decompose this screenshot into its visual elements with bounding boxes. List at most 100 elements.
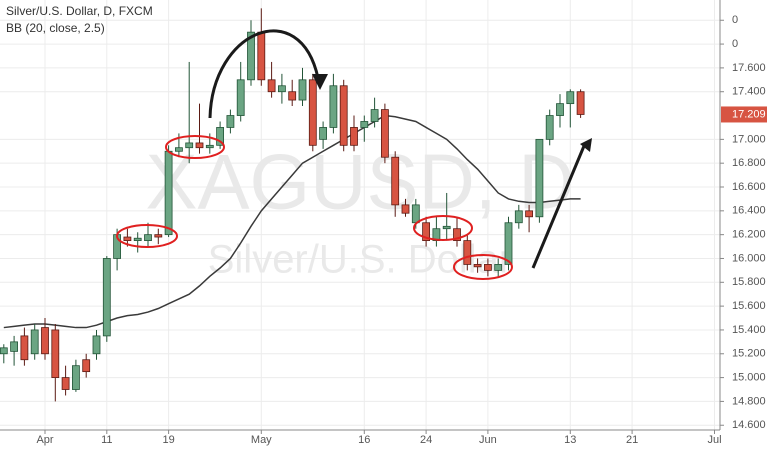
candle-body [556, 103, 564, 116]
candle-body [102, 258, 111, 337]
x-tick-label: May [251, 434, 272, 446]
candle-body [123, 236, 132, 242]
x-tick-label: 19 [162, 434, 174, 446]
trend-arrow [531, 145, 586, 269]
candle-body [72, 365, 80, 390]
y-tick-label: 15.800 [732, 276, 766, 288]
chart-title: Silver/U.S. Dollar, D, FXCM [6, 4, 153, 18]
candle-body [473, 264, 482, 268]
candle-body [174, 147, 183, 152]
candle-body [30, 329, 39, 355]
candle-body [288, 91, 297, 101]
x-tick-label: Apr [36, 434, 53, 446]
candle-body [350, 127, 358, 146]
candle-body [380, 109, 389, 158]
last-price-box [721, 106, 767, 123]
candle-body [51, 329, 60, 378]
highlight-ellipse [116, 224, 178, 248]
candle-body [92, 335, 101, 355]
candle-body [0, 347, 8, 355]
candle-body [164, 150, 173, 236]
x-tick-label: 13 [564, 434, 576, 446]
candle-body [576, 91, 585, 115]
plot [0, 8, 585, 402]
candle-body [20, 335, 29, 361]
candle-body [185, 142, 194, 149]
candle-body [61, 377, 70, 390]
candle-body [391, 156, 400, 206]
candle-body [133, 237, 142, 242]
annotations [116, 135, 513, 280]
y-tick-label: 0 [732, 14, 738, 26]
arc-arrow [208, 29, 320, 119]
candle-body [267, 79, 276, 93]
x-tick-label: Jun [479, 434, 497, 446]
y-tick-label: 16.400 [732, 205, 766, 217]
candle-body [514, 210, 523, 224]
candle-body [483, 264, 492, 271]
candle-body [257, 31, 266, 81]
axes: 14.600 14.800 15.000 15.200 15.400 15.600 15.8… [36, 14, 767, 446]
y-tick-label: 0 [732, 38, 738, 50]
y-tick-label: 17.600 [732, 62, 766, 74]
y-tick-label: 15.400 [732, 324, 766, 336]
arrows [208, 29, 586, 269]
candle-body [504, 222, 513, 265]
candle-body [525, 210, 533, 218]
indicator-line [3, 114, 581, 329]
arrow-head [312, 74, 328, 90]
x-tick-label: 21 [626, 434, 638, 446]
candle-body [154, 234, 163, 238]
candle-body [41, 327, 49, 355]
candle-body [422, 222, 431, 242]
candle-body [205, 144, 214, 149]
candle-body [453, 228, 461, 242]
candle-body [226, 115, 235, 128]
y-tick-label: 15.200 [732, 348, 766, 360]
candle-body [247, 31, 255, 81]
candle-body [144, 234, 152, 242]
y-tick-label: 17.400 [732, 86, 766, 98]
highlight-ellipse [453, 254, 513, 280]
y-tick-label: 15.000 [732, 371, 766, 383]
candle-body [401, 204, 410, 214]
candle-body [494, 264, 503, 271]
candle-body [370, 109, 379, 122]
candle-body [10, 341, 19, 352]
highlight-ellipse [165, 135, 225, 159]
y-tick-label: 17.000 [732, 133, 766, 145]
y-tick-label: 15.600 [732, 300, 766, 312]
highlight-ellipse [413, 215, 473, 241]
candle-body [360, 121, 369, 128]
candle-body [277, 85, 286, 93]
candle-body [535, 138, 544, 218]
candle-body [216, 127, 225, 146]
candle-body [442, 225, 451, 230]
candle-body [329, 85, 338, 128]
y-tick-label: 16.800 [732, 157, 766, 169]
y-tick-label: 14.600 [732, 419, 766, 431]
candle-body [566, 91, 575, 105]
candle-body [195, 142, 204, 149]
y-tick-label: 16.000 [732, 252, 766, 264]
y-tick-label: 16.200 [732, 229, 766, 241]
x-tick-label: 11 [101, 434, 112, 446]
candle-body [411, 204, 420, 224]
indicator-label: BB (20, close, 2.5) [6, 21, 105, 35]
candle-body [319, 127, 328, 140]
y-tick-label: 16.600 [732, 181, 766, 193]
candle-body [82, 359, 91, 373]
candle-body [463, 240, 472, 265]
candle-body [308, 79, 317, 146]
candle-body [545, 115, 554, 140]
arrow-head [580, 138, 592, 152]
x-tick-label: Jul [707, 434, 721, 446]
watermark-symbol: XAGUSD, D [145, 138, 574, 226]
x-tick-label: 24 [420, 434, 432, 446]
y-tick-label: 14.800 [732, 395, 766, 407]
candle-body [339, 85, 348, 146]
candle-body [298, 79, 307, 101]
